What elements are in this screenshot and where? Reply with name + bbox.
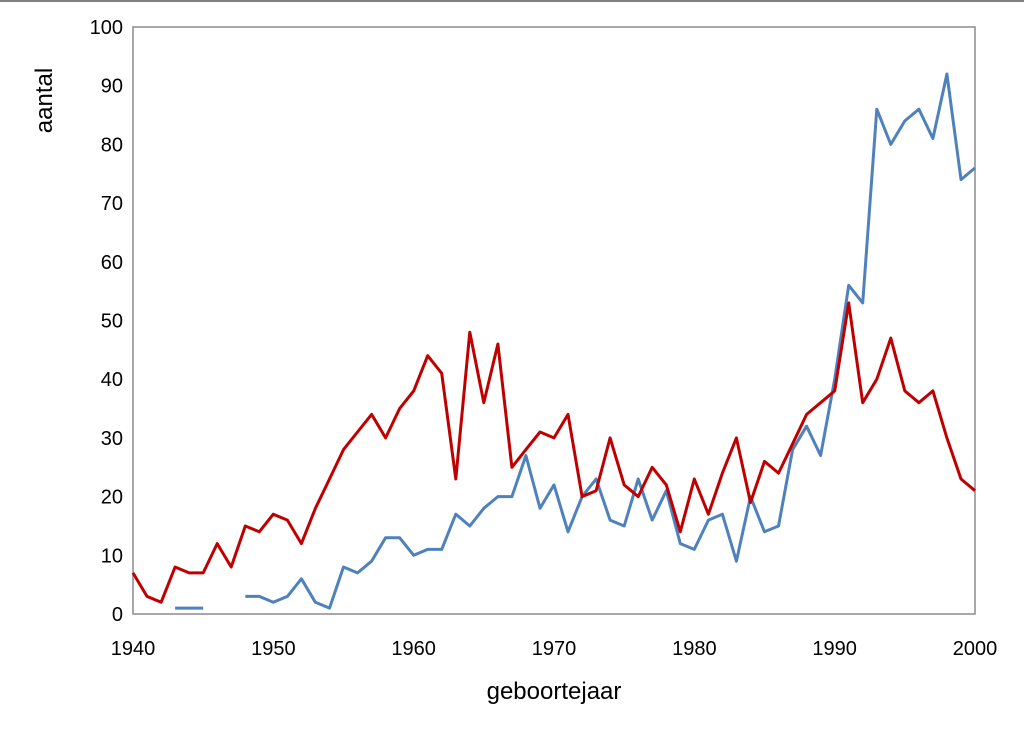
y-tick-label: 20 bbox=[101, 487, 123, 509]
y-tick-label: 50 bbox=[101, 311, 123, 333]
y-tick-labels: 0 10 20 30 40 50 60 70 80 90 100 bbox=[90, 17, 123, 626]
x-tick-label: 1970 bbox=[532, 638, 577, 660]
x-axis-title: geboortejaar bbox=[487, 678, 622, 705]
x-tick-label: 1960 bbox=[391, 638, 436, 660]
y-tick-label: 0 bbox=[112, 604, 123, 626]
series-line-1 bbox=[175, 72, 976, 610]
y-tick-label: 70 bbox=[101, 193, 123, 215]
x-tick-label: 1990 bbox=[812, 638, 857, 660]
x-tick-label: 1980 bbox=[672, 638, 717, 660]
x-tick-label: 2000 bbox=[953, 638, 998, 660]
y-tick-label: 40 bbox=[101, 369, 123, 391]
y-tick-label: 90 bbox=[101, 76, 123, 98]
x-tick-label: 1950 bbox=[251, 638, 296, 660]
plot-area-frame bbox=[132, 26, 976, 615]
series-lines bbox=[131, 72, 976, 610]
y-tick-label: 60 bbox=[101, 252, 123, 274]
x-tick-label: 1940 bbox=[111, 638, 156, 660]
x-tick-labels: 1940 1950 1960 1970 1980 1990 2000 bbox=[111, 638, 998, 660]
y-tick-label: 100 bbox=[90, 17, 123, 39]
series-line-2 bbox=[131, 301, 976, 604]
y-axis-title: aantal bbox=[31, 68, 58, 133]
y-tick-label: 80 bbox=[101, 134, 123, 156]
y-tick-label: 30 bbox=[101, 428, 123, 450]
y-tick-label: 10 bbox=[101, 545, 123, 567]
